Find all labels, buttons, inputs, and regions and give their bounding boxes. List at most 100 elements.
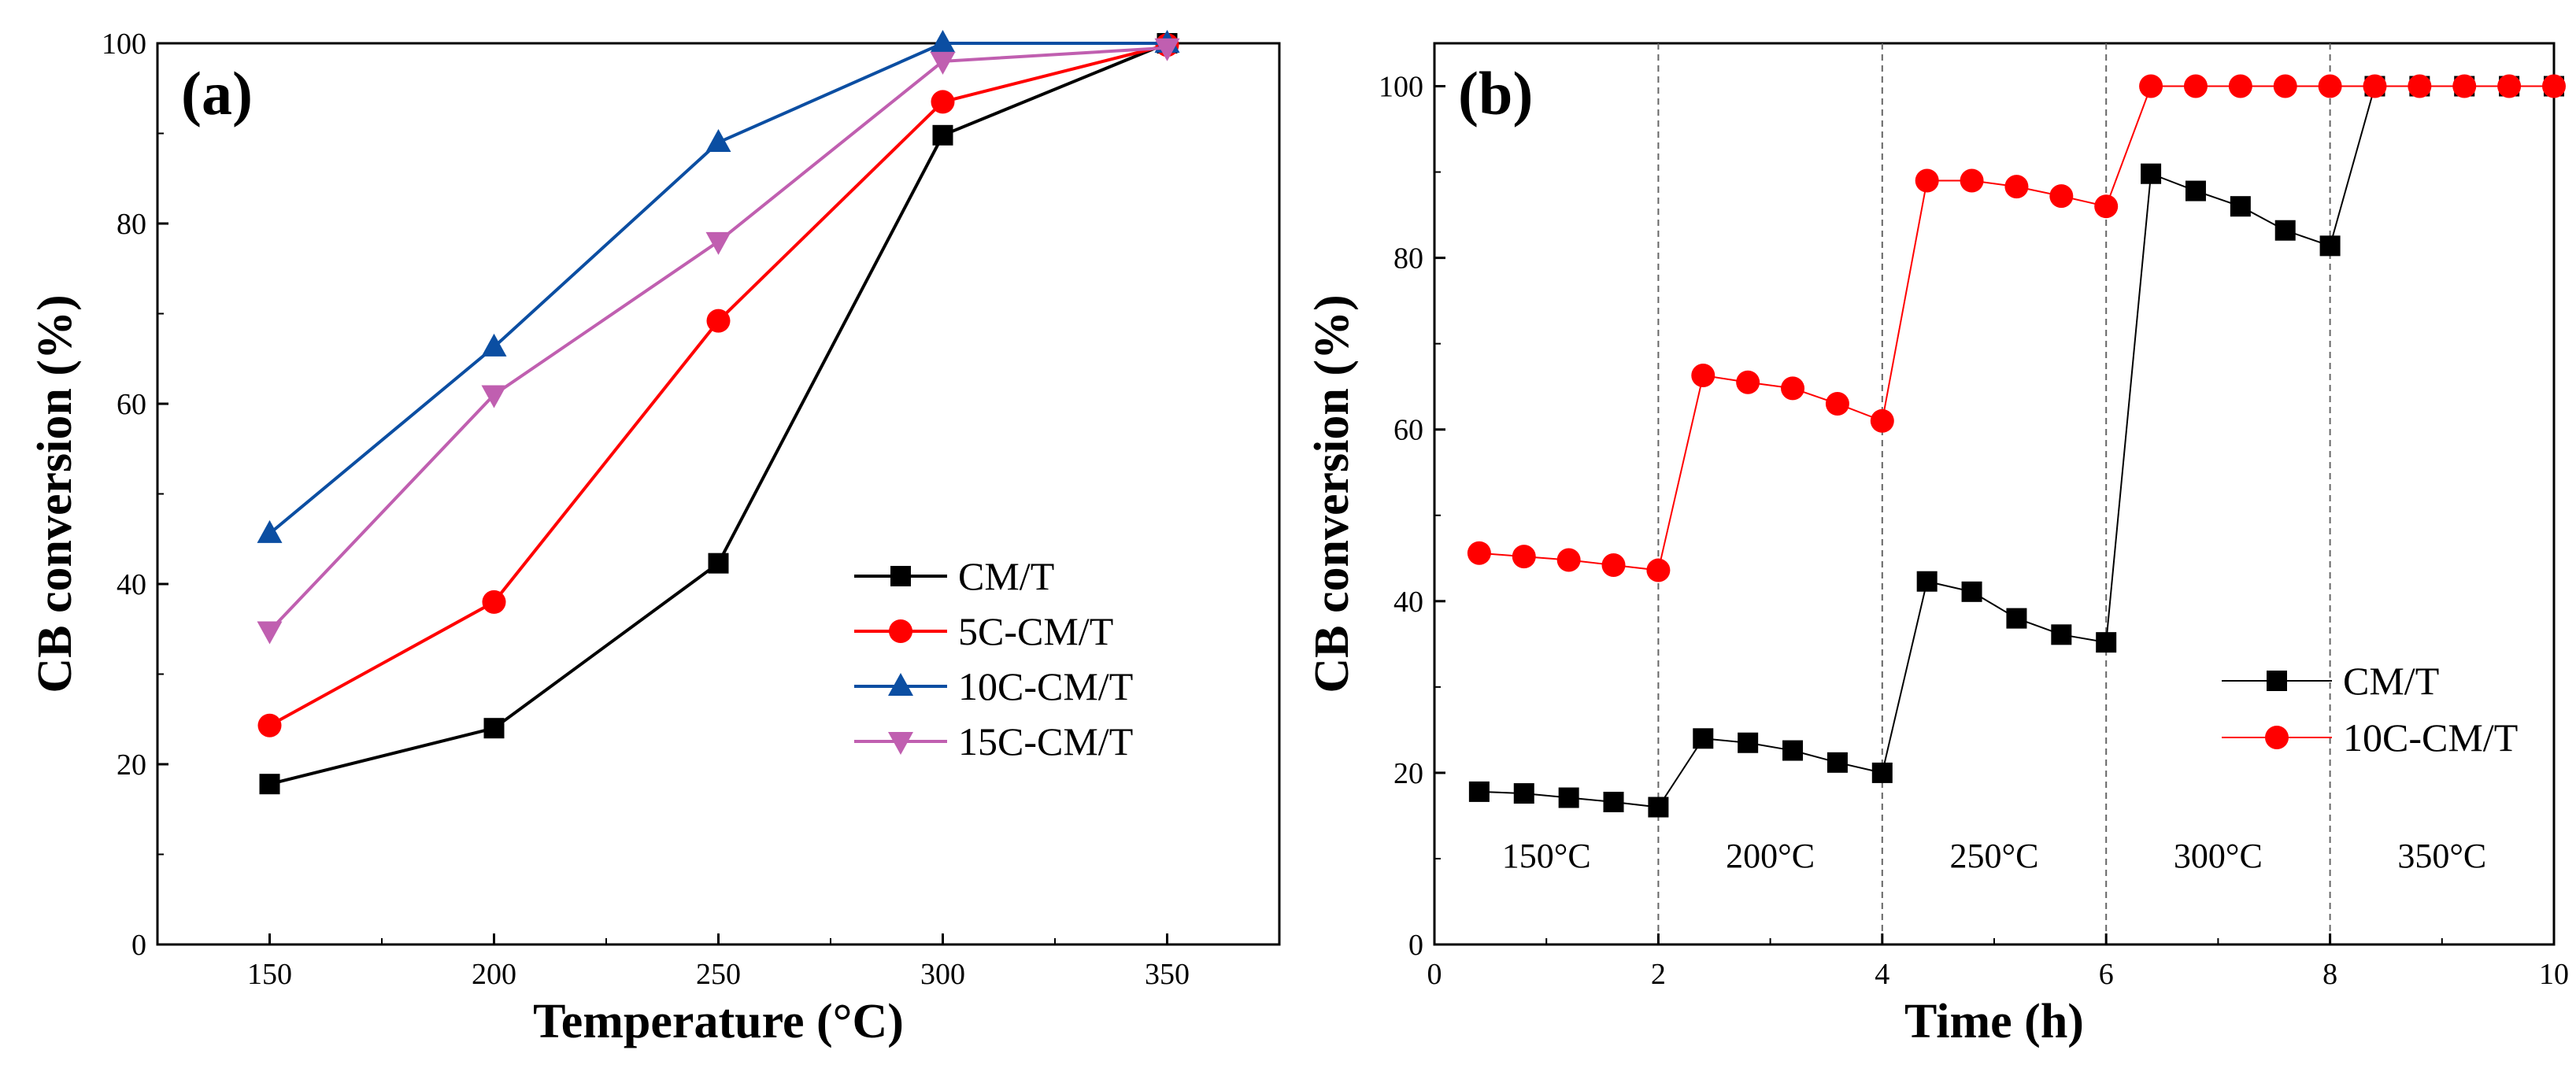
- data-point: [1781, 376, 1805, 401]
- data-point: [2452, 74, 2477, 98]
- y-axis-title: CB conversion (%): [1305, 294, 1359, 693]
- data-point: [257, 713, 282, 737]
- data-point: [2096, 632, 2117, 653]
- legend-marker: [889, 619, 912, 643]
- y-tick-label: 60: [117, 388, 146, 421]
- series-line-10c-cm-t: [1479, 85, 2554, 571]
- data-point: [2049, 184, 2074, 209]
- data-point: [932, 124, 953, 146]
- temperature-segment-label: 300°C: [2174, 837, 2263, 875]
- x-tick-label: 4: [1875, 958, 1889, 991]
- x-tick-label: 0: [1427, 958, 1442, 991]
- data-point: [2497, 74, 2522, 98]
- data-point: [2006, 608, 2027, 629]
- data-point: [1558, 787, 1579, 808]
- data-point: [257, 621, 283, 645]
- data-point: [1691, 364, 1715, 388]
- data-point: [257, 519, 283, 543]
- y-axis-title: CB conversion (%): [28, 294, 82, 693]
- x-axis-title: Time (h): [1904, 995, 2084, 1048]
- panel-a-chart: 150 200 250 300 350 0 20 40 60 80 100 Temperature (…: [28, 28, 1281, 1048]
- data-point: [2094, 194, 2119, 219]
- x-tick-label: 250: [696, 958, 741, 991]
- legend-marker: [888, 673, 913, 696]
- legend-label: CM/T: [2343, 659, 2439, 703]
- data-point: [2051, 624, 2072, 645]
- data-point: [931, 90, 955, 114]
- legend-marker: [890, 566, 911, 586]
- data-point: [481, 385, 507, 408]
- data-point: [1736, 370, 1760, 394]
- data-point: [2273, 74, 2297, 98]
- data-point: [1154, 38, 1180, 61]
- x-tick-label: 350: [1145, 958, 1190, 991]
- data-point: [2230, 196, 2251, 217]
- y-tick-label: 60: [1393, 414, 1423, 447]
- series-line-10c-cm-t: [268, 42, 1168, 535]
- data-point: [2185, 180, 2206, 201]
- legend-label: 5C-CM/T: [958, 609, 1113, 653]
- panel-label: (a): [181, 59, 253, 128]
- y-tick-label: 20: [1393, 757, 1423, 790]
- data-point: [1513, 783, 1534, 804]
- data-point: [1782, 740, 1804, 761]
- temperature-segment-label: 250°C: [1950, 837, 2039, 875]
- x-tick-label: 10: [2539, 958, 2569, 991]
- data-point: [2139, 74, 2163, 98]
- data-point: [708, 553, 729, 574]
- y-tick-label: 0: [1408, 929, 1423, 962]
- data-point: [482, 590, 506, 614]
- x-tick-label: 200: [472, 958, 516, 991]
- data-point: [1468, 781, 1490, 802]
- x-tick-label: 150: [247, 958, 292, 991]
- data-point: [706, 309, 731, 333]
- data-point: [1693, 728, 1714, 749]
- data-point: [1827, 752, 1848, 773]
- data-point: [483, 718, 505, 739]
- x-tick-label: 6: [2099, 958, 2114, 991]
- legend-marker: [2267, 671, 2287, 691]
- data-point: [2363, 74, 2387, 98]
- data-point: [2141, 163, 2162, 184]
- data-point: [2274, 220, 2296, 241]
- temperature-segment-label: 200°C: [1726, 837, 1815, 875]
- data-point: [1648, 797, 1669, 818]
- y-tick-label: 100: [1379, 71, 1423, 104]
- legend-marker: [2265, 726, 2289, 749]
- x-tick-label: 2: [1651, 958, 1666, 991]
- data-point: [2318, 74, 2342, 98]
- temperature-segment-label: 350°C: [2397, 837, 2486, 875]
- data-point: [1601, 553, 1626, 578]
- data-point: [1960, 168, 1984, 193]
- data-point: [1871, 762, 1893, 783]
- data-point: [2319, 235, 2341, 257]
- data-point: [1738, 732, 1759, 753]
- data-point: [1825, 392, 1849, 416]
- plot-frame: [156, 42, 1281, 946]
- data-point: [930, 30, 956, 53]
- plot-frame: [1433, 42, 2556, 946]
- data-point: [1467, 541, 1491, 565]
- data-point: [2228, 74, 2252, 98]
- y-tick-label: 0: [131, 929, 146, 962]
- data-point: [1961, 581, 1982, 602]
- data-point: [1915, 168, 1939, 193]
- data-point: [930, 51, 956, 75]
- data-point: [2004, 175, 2029, 199]
- legend-label: 15C-CM/T: [958, 719, 1133, 763]
- y-tick-label: 100: [102, 28, 146, 61]
- legend-label: 10C-CM/T: [2343, 715, 2518, 760]
- data-point: [2408, 74, 2432, 98]
- temperature-segment-label: 150°C: [1502, 837, 1591, 875]
- data-point: [705, 231, 731, 255]
- data-point: [1646, 558, 1671, 582]
- x-tick-label: 300: [920, 958, 965, 991]
- data-point: [705, 128, 731, 152]
- y-tick-label: 40: [1393, 586, 1423, 619]
- data-point: [259, 774, 280, 795]
- x-axis-title: Temperature (°C): [533, 995, 904, 1048]
- panel-label: (b): [1458, 59, 1533, 128]
- data-point: [1916, 571, 1938, 592]
